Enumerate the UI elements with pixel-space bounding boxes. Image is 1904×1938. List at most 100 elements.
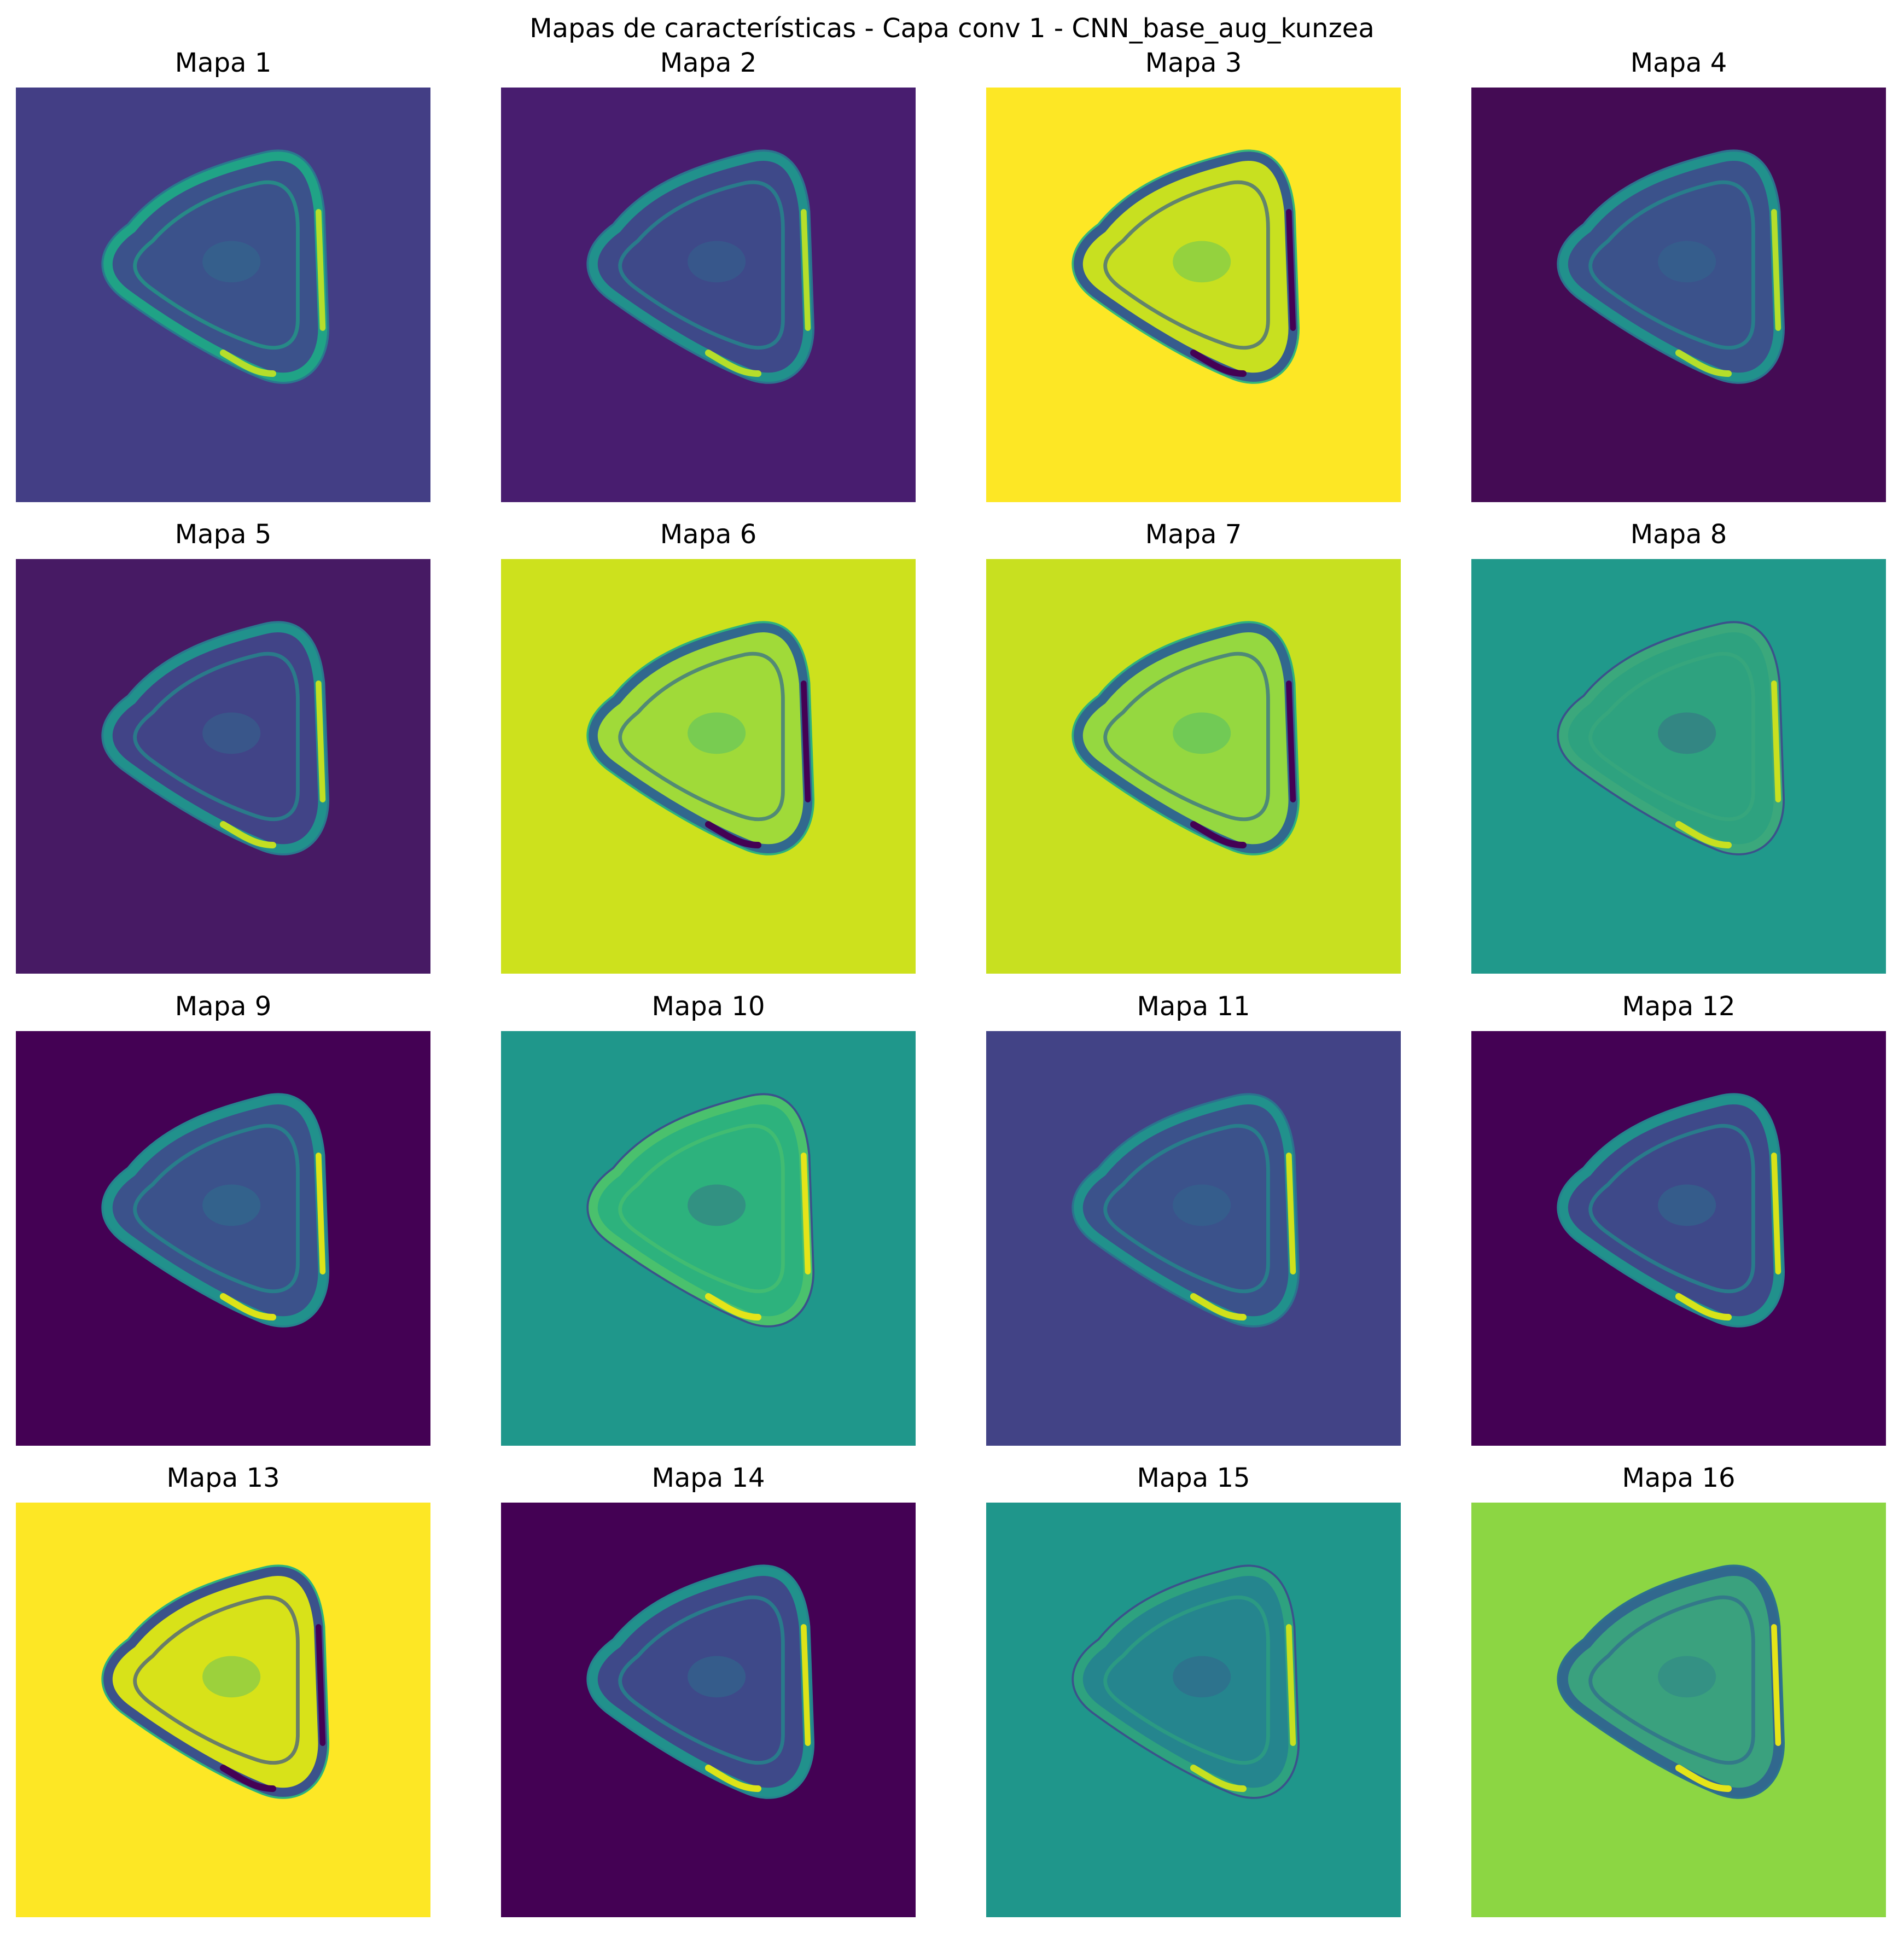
object-right-highlight	[1286, 1624, 1296, 1746]
object-body	[103, 623, 328, 853]
feature-map-image	[986, 1031, 1401, 1446]
object-body	[589, 1095, 813, 1325]
figure-title: Mapas de características - Capa conv 1 -…	[529, 13, 1375, 44]
object-center-texture	[1658, 1184, 1716, 1226]
object-bottom-highlight	[1675, 1765, 1732, 1792]
feature-map-image	[16, 1031, 430, 1446]
feature-map-panel: Mapa 11	[986, 986, 1401, 1446]
object-inner-ring	[618, 1124, 785, 1294]
object-bottom-highlight	[219, 1293, 277, 1321]
object-inner-ring	[618, 651, 785, 822]
object-right-highlight	[801, 680, 811, 802]
feature-map-title: Mapa 13	[166, 1463, 280, 1493]
object-right-highlight	[801, 1624, 811, 1746]
object-bottom-highlight	[1675, 350, 1732, 377]
object-body	[103, 152, 328, 382]
feature-map-image	[986, 88, 1401, 502]
feature-map-panel: Mapa 9	[16, 986, 430, 1446]
feature-map-title: Mapa 4	[1630, 48, 1727, 78]
feature-map-title: Mapa 15	[1137, 1463, 1250, 1493]
object-center-texture	[202, 1656, 261, 1698]
feature-map-image	[1471, 559, 1886, 974]
object-bottom-highlight	[1190, 350, 1247, 377]
object-inner-ring	[133, 1124, 300, 1294]
object-bottom-highlight	[219, 821, 277, 849]
object-inner-ring	[1103, 180, 1270, 350]
object-center-texture	[688, 712, 746, 754]
object-center-texture	[202, 712, 261, 754]
object-right-highlight	[1771, 1624, 1781, 1746]
object-center-texture	[1173, 712, 1231, 754]
feature-map-title: Mapa 10	[651, 991, 765, 1022]
object-center-texture	[1173, 1184, 1231, 1226]
feature-map-image	[1471, 1031, 1886, 1446]
feature-map-panel: Mapa 13	[16, 1458, 430, 1917]
feature-map-title: Mapa 5	[174, 519, 272, 550]
object-bottom-highlight	[1190, 821, 1247, 849]
object-inner-ring	[618, 180, 785, 350]
object-inner-ring	[618, 1595, 785, 1765]
object-inner-ring	[1103, 1595, 1270, 1765]
object-body	[1074, 1095, 1298, 1325]
feature-map-image	[1471, 88, 1886, 502]
object-center-texture	[1173, 241, 1231, 283]
object-bottom-highlight	[1675, 1293, 1732, 1321]
object-inner-ring	[1588, 1124, 1755, 1294]
object-right-highlight	[801, 1153, 811, 1274]
feature-map-title: Mapa 9	[174, 991, 272, 1022]
object-right-highlight	[801, 209, 811, 331]
feature-map-image	[501, 1031, 916, 1446]
feature-map-title: Mapa 1	[174, 48, 272, 78]
object-right-highlight	[316, 680, 326, 802]
object-body	[589, 623, 813, 853]
object-inner-ring	[1588, 1595, 1755, 1765]
object-body	[589, 1567, 813, 1797]
object-inner-ring	[1588, 651, 1755, 822]
object-bottom-highlight	[704, 350, 762, 377]
feature-map-title: Mapa 8	[1630, 519, 1727, 550]
object-body	[1559, 1567, 1783, 1797]
object-body	[1559, 1095, 1783, 1325]
feature-map-title: Mapa 7	[1145, 519, 1242, 550]
feature-map-title: Mapa 16	[1622, 1463, 1736, 1493]
object-center-texture	[1658, 712, 1716, 754]
feature-map-image	[16, 559, 430, 974]
feature-map-panel: Mapa 6	[501, 514, 916, 974]
object-right-highlight	[1771, 1153, 1781, 1274]
feature-map-image	[501, 88, 916, 502]
object-right-highlight	[316, 1624, 326, 1746]
object-center-texture	[202, 1184, 261, 1226]
object-inner-ring	[1103, 1124, 1270, 1294]
object-inner-ring	[133, 1595, 300, 1765]
object-bottom-highlight	[704, 1293, 762, 1321]
feature-map-title: Mapa 12	[1622, 991, 1736, 1022]
object-body	[1559, 623, 1783, 853]
object-inner-ring	[133, 651, 300, 822]
feature-map-title: Mapa 14	[651, 1463, 765, 1493]
feature-map-title: Mapa 11	[1137, 991, 1250, 1022]
feature-map-image	[16, 1503, 430, 1917]
feature-map-panel: Mapa 12	[1471, 986, 1886, 1446]
object-inner-ring	[1588, 180, 1755, 350]
object-bottom-highlight	[219, 350, 277, 377]
object-right-highlight	[1286, 680, 1296, 802]
feature-map-title: Mapa 3	[1145, 48, 1242, 78]
object-bottom-highlight	[1675, 821, 1732, 849]
object-center-texture	[688, 1656, 746, 1698]
feature-map-panel: Mapa 2	[501, 43, 916, 502]
object-center-texture	[688, 241, 746, 283]
feature-map-panel: Mapa 14	[501, 1458, 916, 1917]
object-right-highlight	[1771, 209, 1781, 331]
object-inner-ring	[1103, 651, 1270, 822]
feature-map-panel: Mapa 1	[16, 43, 430, 502]
object-center-texture	[1658, 1656, 1716, 1698]
feature-map-image	[501, 1503, 916, 1917]
feature-map-image	[986, 559, 1401, 974]
object-center-texture	[1173, 1656, 1231, 1698]
object-body	[103, 1567, 328, 1797]
object-center-texture	[1658, 241, 1716, 283]
feature-map-title: Mapa 2	[660, 48, 757, 78]
feature-map-image	[501, 559, 916, 974]
feature-map-panel: Mapa 5	[16, 514, 430, 974]
